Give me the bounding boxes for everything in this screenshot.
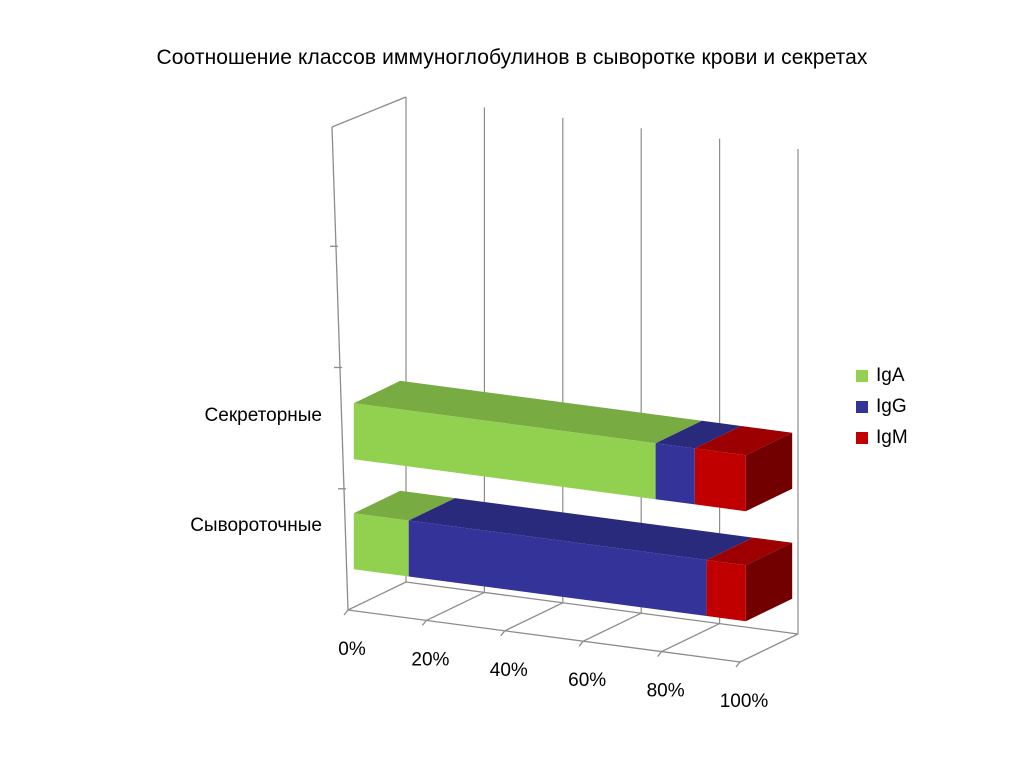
legend-label: IgA [876, 364, 905, 386]
x-tick-label: 0% [338, 639, 366, 660]
x-tick-mark [421, 619, 427, 626]
bar-segment-iga [353, 380, 702, 500]
bar-top-face [353, 380, 702, 444]
bar-front-face [408, 520, 707, 616]
bar-front-face [694, 448, 746, 512]
category-label: Секреторные [205, 405, 322, 426]
bar-top-face [655, 420, 742, 449]
bar-front-face [353, 403, 656, 500]
bar-front-face [706, 560, 746, 622]
floor-depth-line [582, 612, 642, 642]
legend-label: IgG [876, 395, 907, 417]
floor-depth-line [661, 623, 720, 653]
floor-depth-line [739, 633, 799, 663]
legend-item-igm: IgM [856, 422, 908, 453]
bar-front-face [353, 513, 409, 577]
bar-end-face [745, 432, 793, 512]
left-wall-top-edge [331, 96, 407, 128]
floor-depth-line [347, 581, 407, 611]
x-tick-labels: 0% 20% 40% 60% 80% 100% [338, 639, 768, 712]
bar-segment-igg [408, 498, 753, 616]
x-tick-mark [343, 609, 349, 616]
floor-depth-line [426, 591, 485, 621]
x-tick-label: 80% [647, 681, 685, 702]
bars [353, 380, 793, 622]
floor [343, 581, 799, 668]
x-tick-mark [578, 640, 584, 647]
legend-item-igg: IgG [856, 391, 908, 422]
bar-segment-iga [353, 490, 456, 577]
bar-top-face [706, 537, 793, 566]
back-wall [330, 96, 799, 634]
category-labels: Секреторные Сывороточные [190, 405, 322, 536]
x-tick-label: 60% [568, 670, 606, 691]
x-tick-label: 20% [411, 649, 449, 670]
legend-swatch [856, 400, 868, 413]
legend-label: IgM [876, 426, 908, 448]
legend-swatch [856, 369, 868, 382]
x-tick-mark [735, 661, 741, 668]
bar-top-face [408, 498, 753, 560]
floor-back-edge [405, 581, 799, 635]
x-tick-mark [500, 630, 506, 637]
legend: IgA IgG IgM [856, 360, 908, 453]
x-tick-mark [657, 651, 663, 658]
bar-segment-igg [655, 420, 742, 505]
x-tick-label: 40% [490, 660, 528, 681]
bar-segment-igm [694, 426, 793, 512]
bar-top-face [694, 426, 793, 456]
bar-front-face [655, 443, 695, 505]
legend-swatch [856, 431, 868, 444]
bar-segment-igm [706, 537, 793, 622]
chart-title: Соотношение классов иммуноглобулинов в с… [156, 46, 868, 69]
floor-front-edge [347, 609, 741, 663]
left-wall-front-edge [331, 126, 349, 611]
bar-top-face [353, 490, 456, 521]
legend-item-iga: IgA [856, 360, 908, 391]
category-label: Сывороточные [190, 515, 322, 536]
floor-depth-line [504, 602, 564, 632]
bar-end-face [745, 542, 793, 622]
x-tick-label: 100% [720, 691, 769, 712]
